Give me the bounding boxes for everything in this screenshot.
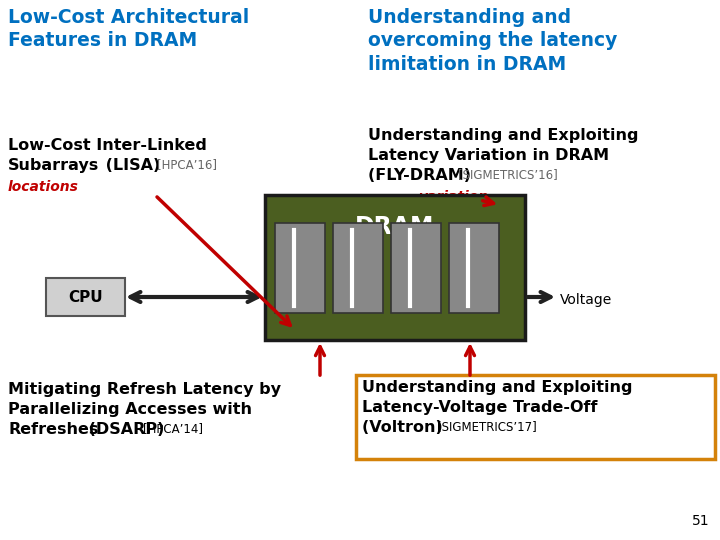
Text: [HPCA’16]: [HPCA’16] <box>157 158 217 171</box>
Text: locations: locations <box>8 180 79 194</box>
Text: variation: variation <box>418 190 488 204</box>
Text: Understanding and
overcoming the latency
limitation in DRAM: Understanding and overcoming the latency… <box>368 8 617 74</box>
FancyBboxPatch shape <box>265 195 525 340</box>
Text: Low-Cost Inter-Linked: Low-Cost Inter-Linked <box>8 138 207 153</box>
FancyBboxPatch shape <box>391 223 441 313</box>
Text: DRAM: DRAM <box>355 215 435 239</box>
Text: Subarrays: Subarrays <box>8 158 99 173</box>
Text: Understanding and Exploiting: Understanding and Exploiting <box>362 380 632 395</box>
Text: (FLY-DRAM): (FLY-DRAM) <box>368 168 477 183</box>
Text: Low-Cost Architectural
Features in DRAM: Low-Cost Architectural Features in DRAM <box>8 8 249 51</box>
Text: Latency Variation in DRAM: Latency Variation in DRAM <box>368 148 609 163</box>
Text: (LISA): (LISA) <box>100 158 166 173</box>
Text: [SIGMETRICS’16]: [SIGMETRICS’16] <box>458 168 558 181</box>
FancyBboxPatch shape <box>275 223 325 313</box>
Text: [SIGMETRICS’17]: [SIGMETRICS’17] <box>437 420 536 433</box>
Text: Parallelizing Accesses with: Parallelizing Accesses with <box>8 402 252 417</box>
FancyBboxPatch shape <box>449 223 499 313</box>
Text: (Voltron): (Voltron) <box>362 420 449 435</box>
Text: Refreshes: Refreshes <box>8 422 99 437</box>
FancyBboxPatch shape <box>46 278 125 316</box>
Text: Understanding and Exploiting: Understanding and Exploiting <box>368 128 639 143</box>
Text: 51: 51 <box>693 514 710 528</box>
Text: (DSARP): (DSARP) <box>83 422 170 437</box>
FancyBboxPatch shape <box>356 375 715 459</box>
Text: Latency-Voltage Trade-Off: Latency-Voltage Trade-Off <box>362 400 598 415</box>
Text: CPU: CPU <box>68 289 103 305</box>
FancyBboxPatch shape <box>333 223 383 313</box>
Text: [HPCA’14]: [HPCA’14] <box>143 422 203 435</box>
Text: Voltage: Voltage <box>560 293 612 307</box>
Text: Mitigating Refresh Latency by: Mitigating Refresh Latency by <box>8 382 281 397</box>
